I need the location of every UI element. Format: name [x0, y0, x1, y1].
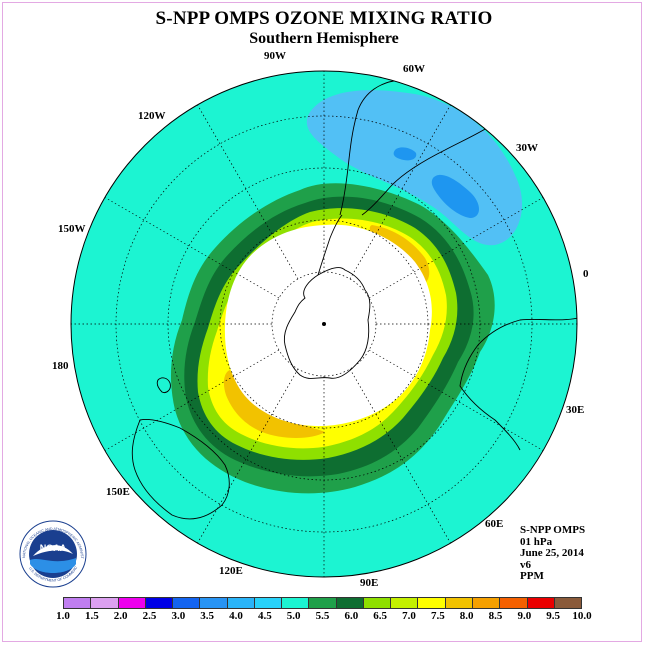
meridian-line — [368, 349, 544, 451]
new-zealand-coastline — [156, 377, 171, 393]
color-scale-tick-label: 3.5 — [200, 610, 215, 622]
antarctic-peninsula-coastline — [317, 214, 343, 276]
color-scale-ticks: 1.0 1.5 2.0 2.5 3.0 3.5 4.0 4.5 5.0 5.5 6.0 6.5 7.0 7… — [0, 610, 648, 624]
color-scale-tick-label: 5.0 — [286, 610, 301, 622]
info-pressure-level: 01 hPa — [520, 535, 553, 548]
color-scale-tick-label: 10.0 — [572, 610, 592, 622]
longitude-grid — [71, 71, 577, 577]
no-data-polar-region — [224, 224, 432, 427]
color-swatch — [309, 598, 337, 608]
info-date: June 25, 2014 — [520, 547, 584, 559]
color-swatch — [91, 598, 119, 608]
color-scale-tick-label: 9.0 — [517, 610, 532, 622]
africa-coastline — [459, 317, 577, 451]
color-swatch — [527, 598, 555, 608]
info-version: v6 — [520, 558, 531, 571]
meridian-line — [197, 104, 299, 280]
color-swatch — [64, 598, 92, 608]
coastlines — [131, 79, 577, 520]
map-boundary — [70, 70, 578, 578]
lon-label-30w: 30W — [516, 142, 538, 154]
color-swatch — [254, 598, 283, 608]
lon-label-120w: 120W — [138, 110, 166, 122]
color-scale-tick-label: 8.0 — [459, 610, 474, 622]
color-scale-tick-label: 4.0 — [229, 610, 243, 622]
color-scale-tick-label: 2.0 — [113, 610, 128, 622]
meridian-line — [104, 197, 280, 299]
color-scale-tick-label: 1.0 — [56, 610, 70, 622]
ozone-band-7.5-patch — [223, 370, 325, 438]
meridian-line — [197, 368, 299, 544]
low-ozone-core — [431, 174, 479, 218]
logo-text: NOAA — [40, 543, 67, 553]
antarctica-coastline — [283, 267, 371, 379]
meridian-line — [368, 197, 544, 299]
map-subtitle: Southern Hemisphere — [249, 30, 399, 47]
color-scale-tick-label: 3.0 — [171, 610, 186, 622]
south-pole-marker — [322, 322, 326, 326]
page-frame — [2, 2, 642, 642]
color-swatch — [391, 598, 419, 608]
lon-label-30e: 30E — [566, 404, 585, 416]
info-block: S-NPP OMPS 01 hPa June 25, 2014 v6 PPM — [520, 524, 586, 583]
color-swatch — [500, 598, 528, 608]
color-scale-tick-label: 1.5 — [84, 610, 99, 622]
lon-label-120e: 120E — [219, 565, 243, 577]
color-scale-tick-label: 6.0 — [344, 610, 359, 622]
color-swatch — [200, 598, 228, 608]
color-scale-tick-label: 9.5 — [546, 610, 561, 622]
color-swatch — [173, 598, 201, 608]
lon-label-180: 180 — [52, 360, 69, 372]
color-scale-tick-label: 7.0 — [402, 610, 416, 622]
color-swatch — [472, 598, 501, 608]
info-instrument: S-NPP OMPS — [520, 524, 586, 536]
meridian-line — [104, 349, 280, 451]
meridian-line — [349, 368, 451, 544]
south-america-coastline — [339, 79, 491, 216]
lon-label-90e: 90E — [360, 577, 379, 589]
color-swatch — [554, 598, 582, 608]
color-scale-tick-label: 6.5 — [373, 610, 388, 622]
color-scale-tick-label: 2.5 — [142, 610, 157, 622]
color-swatch — [336, 598, 364, 608]
meridian-line — [349, 104, 451, 280]
lon-label-150e: 150E — [106, 486, 130, 498]
lon-label-150w: 150W — [58, 223, 86, 235]
color-scale-tick-label: 5.5 — [315, 610, 330, 622]
color-scale-tick-label: 4.5 — [257, 610, 272, 622]
lon-label-60e: 60E — [485, 518, 504, 530]
color-swatch — [227, 598, 255, 608]
color-scale-tick-label: 8.5 — [488, 610, 503, 622]
australia-coastline — [131, 419, 230, 520]
color-swatch — [445, 598, 473, 608]
info-units: PPM — [520, 570, 544, 582]
lon-label-90w: 90W — [264, 50, 286, 62]
map-disk — [71, 71, 577, 577]
low-ozone-core — [393, 147, 417, 161]
color-swatch — [282, 598, 310, 608]
color-swatch — [118, 598, 146, 608]
noaa-logo: NOAA NATIONAL OCEANIC AND ATMOSPHERIC AD… — [19, 520, 87, 588]
lon-label-0: 0 — [583, 268, 589, 280]
color-scale-tick-label: 7.5 — [430, 610, 445, 622]
color-swatch — [363, 598, 392, 608]
color-scale-bar — [63, 597, 582, 609]
color-swatch — [418, 598, 446, 608]
lon-label-60w: 60W — [403, 63, 425, 75]
map-title: S-NPP OMPS OZONE MIXING RATIO — [155, 8, 493, 29]
color-swatch — [145, 598, 174, 608]
